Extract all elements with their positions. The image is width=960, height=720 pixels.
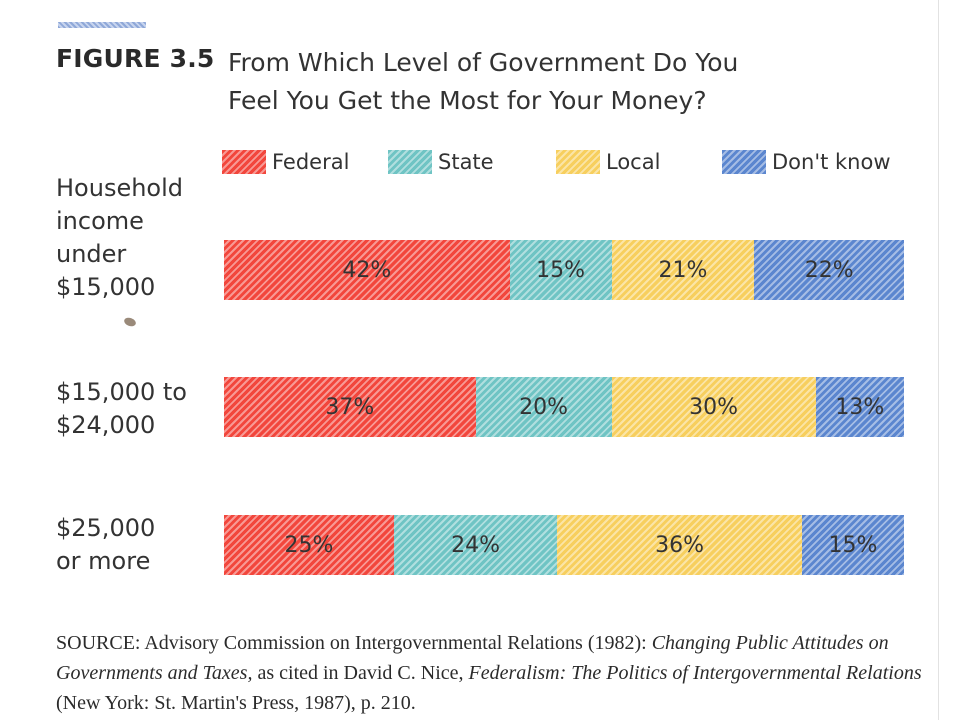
- data-label-federal-2: 37%: [325, 394, 375, 420]
- bar-segment-local-2: 30%: [611, 377, 816, 437]
- legend-swatch-don-t-know: [722, 150, 766, 174]
- legend-label-don-t-know: Don't know: [772, 150, 891, 174]
- legend-label-state: State: [438, 150, 494, 174]
- category-label-1-line-4: $15,000: [56, 273, 156, 301]
- source-title-2: Federalism: The Politics of Intergovernm…: [468, 662, 922, 684]
- source-title-1: Changing Public Attitudes on Governments…: [56, 632, 889, 684]
- legend-swatch-federal: [222, 150, 266, 174]
- legend-item-don-t-know: Don't know: [722, 148, 891, 176]
- category-label-1-line-1: Household: [56, 174, 184, 202]
- chart-title: From Which Level of Government Do You Fe…: [228, 44, 868, 120]
- data-label-don-t-know-1: 22%: [804, 257, 854, 283]
- bar-row-1: 42% 15% 21% 22%: [0, 240, 960, 300]
- data-label-don-t-know-3: 15%: [828, 532, 878, 558]
- category-label-1-line-2: income: [56, 207, 144, 235]
- page-edge-line: [938, 0, 939, 720]
- legend-item-local: Local: [556, 148, 660, 176]
- category-label-3-line-2: or more: [56, 547, 151, 575]
- bar-segment-state-1: 15%: [509, 240, 612, 300]
- legend-label-local: Local: [606, 150, 661, 174]
- source-text-3: (New York: St. Martin's Press, 1987), p.…: [56, 692, 416, 714]
- data-label-don-t-know-2: 13%: [835, 394, 885, 420]
- category-label-3-line-1: $25,000: [56, 514, 156, 542]
- data-label-state-1: 15%: [536, 257, 586, 283]
- source-text-2: as cited in David C. Nice,: [252, 662, 469, 684]
- data-label-state-3: 24%: [451, 532, 501, 558]
- data-label-local-3: 36%: [655, 532, 705, 558]
- source-note: SOURCE: Advisory Commission on Intergove…: [56, 628, 936, 718]
- category-label-2-line-2: $24,000: [56, 411, 156, 439]
- category-label-1-line-3: under: [56, 240, 127, 268]
- bar-segment-federal-3: 25%: [224, 515, 394, 575]
- stray-mark: [122, 316, 138, 328]
- bar-segment-state-3: 24%: [394, 515, 558, 575]
- category-label-3: $25,000 or more: [56, 512, 216, 578]
- bar-segment-federal-2: 37%: [224, 377, 476, 437]
- bar-segment-don-t-know-2: 13%: [815, 377, 904, 437]
- legend-item-state: State: [388, 148, 494, 176]
- header-rule: [58, 22, 146, 28]
- data-label-state-2: 20%: [519, 394, 569, 420]
- bar-segment-don-t-know-1: 22%: [754, 240, 904, 300]
- legend-label-federal: Federal: [272, 150, 350, 174]
- figure-label: FIGURE 3.5: [56, 44, 215, 73]
- category-label-2-line-1: $15,000 to: [56, 378, 187, 406]
- bar-row-2: 37% 20% 30% 13%: [0, 377, 960, 437]
- category-label-2: $15,000 to $24,000: [56, 376, 216, 442]
- chart-title-line-1: From Which Level of Government Do You: [228, 48, 739, 77]
- chart-title-line-2: Feel You Get the Most for Your Money?: [228, 86, 707, 115]
- bar-segment-federal-1: 42%: [224, 240, 510, 300]
- bar-segment-local-3: 36%: [557, 515, 802, 575]
- bar-segment-don-t-know-3: 15%: [802, 515, 904, 575]
- category-label-1: Household income under $15,000: [56, 172, 216, 304]
- data-label-federal-1: 42%: [342, 257, 392, 283]
- data-label-local-1: 21%: [658, 257, 708, 283]
- data-label-federal-3: 25%: [284, 532, 334, 558]
- bar-row-3: 25% 24% 36% 15%: [0, 515, 960, 575]
- data-label-local-2: 30%: [689, 394, 739, 420]
- legend-item-federal: Federal: [222, 148, 349, 176]
- bar-segment-state-2: 20%: [475, 377, 612, 437]
- legend-swatch-local: [556, 150, 600, 174]
- source-text-1: SOURCE: Advisory Commission on Intergove…: [56, 632, 652, 654]
- legend-swatch-state: [388, 150, 432, 174]
- bar-segment-local-1: 21%: [611, 240, 755, 300]
